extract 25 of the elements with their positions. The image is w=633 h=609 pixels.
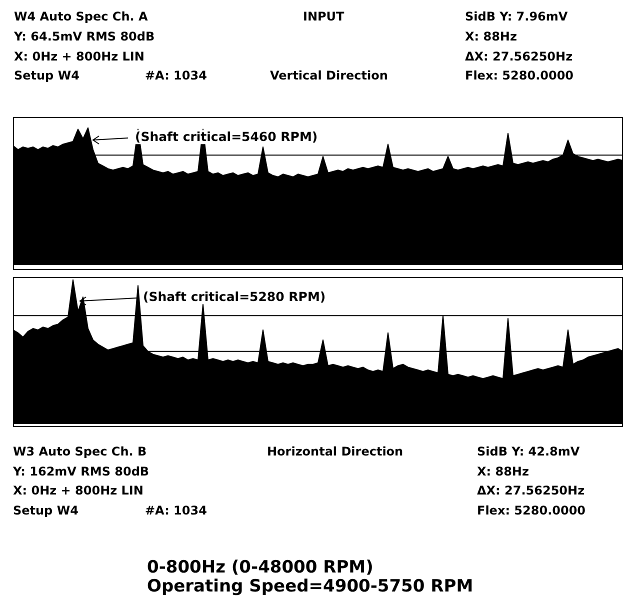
text: W4 Auto Spec Ch. A (14, 9, 148, 24)
text: 0-800Hz (0-48000 RPM) (147, 558, 374, 578)
text: Vertical Direction (270, 68, 388, 83)
annotation: (Shaft critical=5460 RPM) (133, 129, 320, 144)
text: Setup W4 (13, 503, 78, 518)
text: INPUT (303, 9, 344, 24)
text: W3 Auto Spec Ch. B (13, 444, 147, 459)
text: Setup W4 (14, 68, 80, 83)
text: #A: 1034 (145, 503, 207, 518)
text: SidB Y: 42.8mV (477, 444, 580, 459)
text: Operating Speed=4900-5750 RPM (147, 576, 474, 597)
text: Horizontal Direction (267, 444, 404, 459)
text: X: 0Hz + 800Hz LIN (14, 49, 144, 64)
text: ΔX: 27.56250Hz (477, 483, 585, 498)
text: #A: 1034 (145, 68, 207, 83)
annotation: (Shaft critical=5280 RPM) (141, 289, 328, 304)
text: Y: 64.5mV RMS 80dB (14, 29, 155, 44)
text: ΔX: 27.56250Hz (465, 49, 573, 64)
text: X: 0Hz + 800Hz LIN (13, 483, 144, 498)
text: X: 88Hz (477, 464, 529, 479)
text: Flex: 5280.0000 (465, 68, 574, 83)
text: X: 88Hz (465, 29, 517, 44)
text: Flex: 5280.0000 (477, 503, 586, 518)
text: SidB Y: 7.96mV (465, 9, 568, 24)
text: Y: 162mV RMS 80dB (13, 464, 150, 479)
